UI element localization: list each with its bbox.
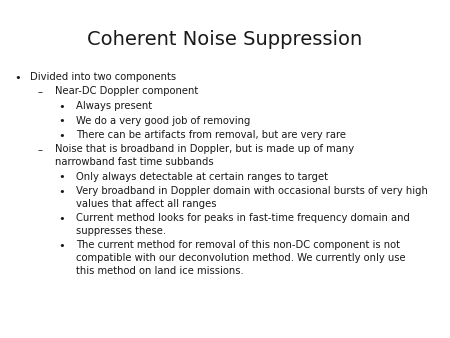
Text: Current method looks for peaks in fast-time frequency domain and
suppresses thes: Current method looks for peaks in fast-t… <box>76 213 410 236</box>
Text: –: – <box>37 88 42 97</box>
Text: The current method for removal of this non-DC component is not
compatible with o: The current method for removal of this n… <box>76 240 405 275</box>
Text: •: • <box>58 102 65 112</box>
Text: Only always detectable at certain ranges to target: Only always detectable at certain ranges… <box>76 171 328 182</box>
Text: Near-DC Doppler component: Near-DC Doppler component <box>55 87 198 97</box>
Text: There can be artifacts from removal, but are very rare: There can be artifacts from removal, but… <box>76 130 346 140</box>
Text: •: • <box>58 131 65 141</box>
Text: Very broadband in Doppler domain with occasional bursts of very high
values that: Very broadband in Doppler domain with oc… <box>76 186 428 209</box>
Text: We do a very good job of removing: We do a very good job of removing <box>76 116 250 125</box>
Text: •: • <box>58 187 65 197</box>
Text: Divided into two components: Divided into two components <box>30 72 176 82</box>
Text: •: • <box>14 73 22 83</box>
Text: –: – <box>37 145 42 155</box>
Text: Coherent Noise Suppression: Coherent Noise Suppression <box>87 30 363 49</box>
Text: •: • <box>58 214 65 224</box>
Text: •: • <box>58 172 65 183</box>
Text: Always present: Always present <box>76 101 152 111</box>
Text: •: • <box>58 117 65 126</box>
Text: Noise that is broadband in Doppler, but is made up of many
narrowband fast time : Noise that is broadband in Doppler, but … <box>55 145 354 167</box>
Text: •: • <box>58 241 65 251</box>
